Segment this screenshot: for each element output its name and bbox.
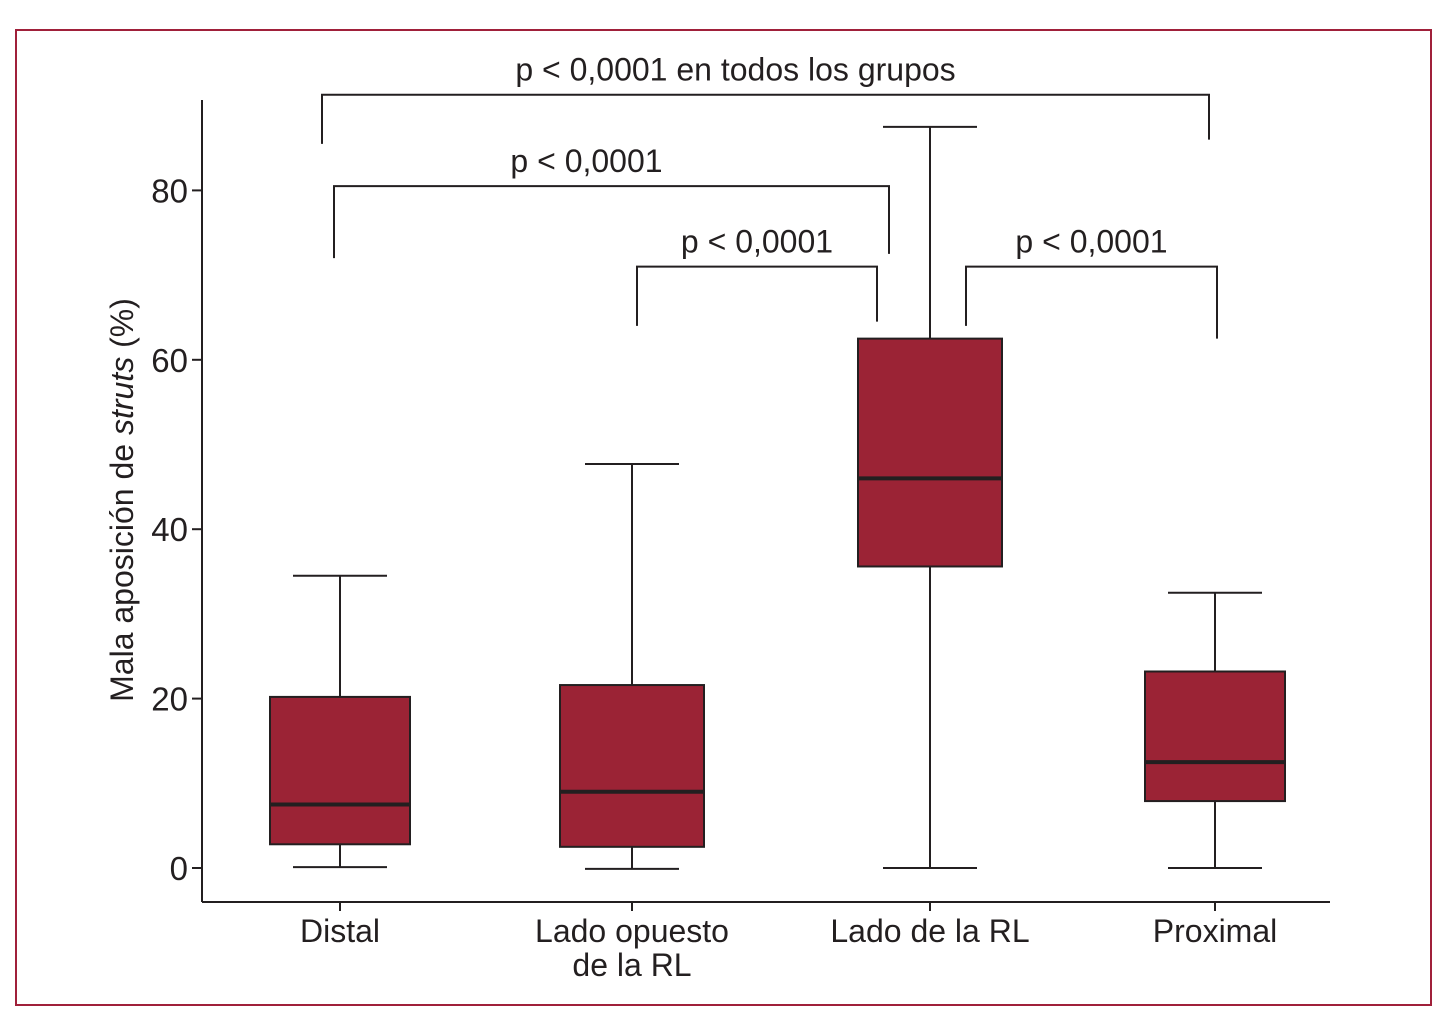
x-category-label: Lado opuesto de la RL <box>535 913 729 983</box>
p-value-label: p < 0,0001 <box>1015 224 1167 260</box>
box-group <box>1144 591 1286 869</box>
x-category-label-line: Lado opuesto <box>535 913 729 949</box>
p-value-label: p < 0,0001 <box>510 143 662 179</box>
figure-frame <box>15 29 1432 1006</box>
y-tick-label: 80 <box>151 172 188 209</box>
annotations: p < 0,0001 en todos los grupos p < 0,0001… <box>321 52 1218 339</box>
bracket-line <box>321 93 1210 144</box>
y-axis-title-part: (%) <box>104 298 140 357</box>
significance-bracket: p < 0,0001 en todos los grupos <box>321 52 1210 144</box>
bracket-line <box>965 265 1218 339</box>
p-value-label: p < 0,0001 <box>681 224 833 260</box>
bracket-line <box>333 185 890 259</box>
y-tick-label: 60 <box>151 342 188 379</box>
box-group <box>857 125 1003 869</box>
y-axis-title: Mala aposición de struts (%) <box>104 298 140 702</box>
x-category-label-line: Lado de la RL <box>830 913 1029 949</box>
y-tick-label: 0 <box>170 850 188 887</box>
x-category-label: Lado de la RL <box>830 913 1029 949</box>
iqr-box <box>269 695 411 846</box>
bracket-line <box>636 265 878 326</box>
iqr-box <box>559 684 705 848</box>
iqr-box <box>1144 670 1286 803</box>
y-axis-title-part: Mala aposición de <box>104 435 140 702</box>
significance-bracket: p < 0,0001 <box>965 224 1218 339</box>
y-axis-title-part: struts <box>104 357 140 435</box>
x-category-label-line: Proximal <box>1153 913 1277 949</box>
significance-bracket: p < 0,0001 <box>333 143 890 259</box>
x-category-label: Proximal <box>1153 913 1277 949</box>
box-group <box>269 574 411 869</box>
y-tick-label: 20 <box>151 681 188 718</box>
significance-bracket: p < 0,0001 <box>636 224 878 326</box>
y-tick-label: 40 <box>151 511 188 548</box>
iqr-box <box>857 337 1003 568</box>
box-group <box>559 462 705 870</box>
boxes <box>269 125 1286 870</box>
x-category-label-line: de la RL <box>572 947 691 983</box>
x-category-label-line: Distal <box>300 913 380 949</box>
p-value-label: p < 0,0001 en todos los grupos <box>515 52 955 88</box>
x-category-label: Distal <box>300 913 380 949</box>
